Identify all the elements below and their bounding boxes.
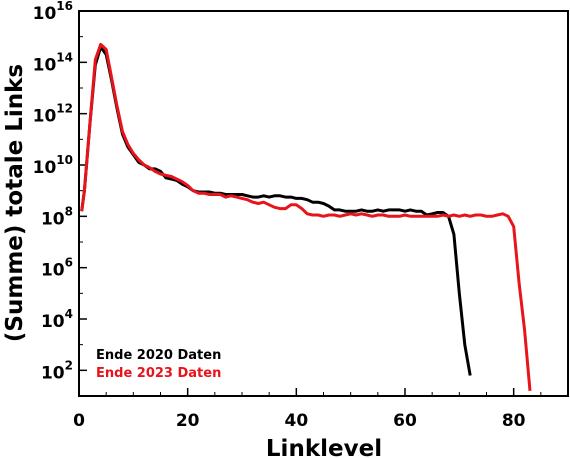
x-tick-label: 20 [176, 411, 200, 431]
y-tick-label: 108 [41, 204, 73, 229]
x-tick-label: 0 [73, 411, 85, 431]
legend-entry-ende-2020: Ende 2020 Daten [96, 348, 221, 363]
y-axis-label: (Summe) totale Links [2, 64, 28, 342]
series-layer [80, 42, 532, 392]
y-tick-label: 104 [41, 307, 73, 332]
y-tick-label: 1014 [33, 50, 73, 75]
series-line-0 [80, 45, 472, 376]
x-tick-label: 60 [393, 411, 417, 431]
x-axis-label: Linklevel [266, 436, 382, 458]
x-axis: 0 20 40 60 80 [73, 388, 542, 431]
y-axis: 102 104 106 108 1010 1012 1014 1016 [33, 0, 87, 397]
y-tick-label: 1012 [33, 102, 73, 127]
x-tick-label: 80 [502, 411, 526, 431]
y-tick-label: 1010 [33, 153, 73, 178]
y-tick-label: 106 [41, 256, 73, 281]
series-line-1 [80, 42, 532, 392]
x-tick-label: 40 [284, 411, 308, 431]
legend-entry-ende-2023: Ende 2023 Daten [96, 366, 221, 381]
y-tick-label: 1016 [33, 0, 73, 24]
y-tick-label: 102 [41, 358, 73, 383]
